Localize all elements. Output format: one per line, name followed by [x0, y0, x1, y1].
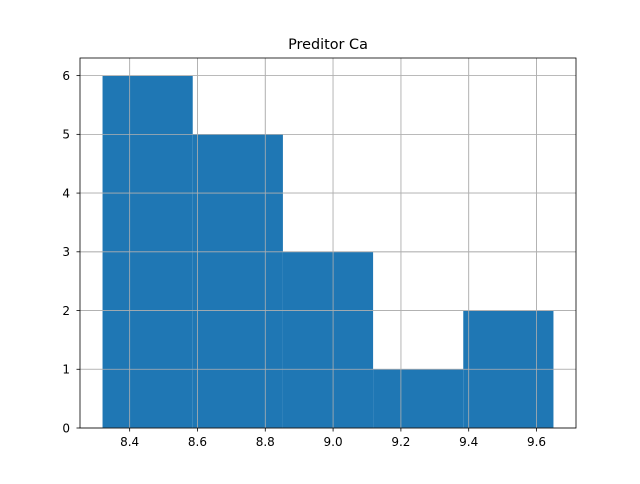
histogram-bar-2: [282, 251, 374, 428]
x-tick-label-6: 9.6: [527, 435, 546, 449]
x-tick-label-3: 9.0: [324, 435, 343, 449]
y-tick-label-6: 6: [62, 69, 70, 83]
y-axis-ticks: 0 1 2 3 4 5 6: [62, 69, 80, 435]
chart-title: Preditor Ca: [288, 37, 368, 53]
x-tick-label-4: 9.2: [391, 435, 410, 449]
y-tick-label-3: 3: [62, 245, 70, 259]
x-tick-label-1: 8.6: [188, 435, 207, 449]
histogram-bar-3: [373, 369, 464, 428]
x-tick-label-5: 9.4: [459, 435, 478, 449]
x-tick-label-2: 8.8: [256, 435, 275, 449]
y-tick-label-0: 0: [62, 421, 70, 435]
axes-frame: [79, 57, 577, 429]
histogram-bar-1: [192, 134, 283, 428]
y-tick-label-1: 1: [62, 363, 70, 377]
y-tick-label-5: 5: [62, 128, 70, 142]
x-axis-ticks: 8.4 8.6 8.8 9.0 9.2 9.4 9.6: [120, 428, 546, 449]
y-tick-label-4: 4: [62, 186, 70, 200]
x-tick-label-0: 8.4: [120, 435, 139, 449]
y-tick-label-2: 2: [62, 304, 70, 318]
